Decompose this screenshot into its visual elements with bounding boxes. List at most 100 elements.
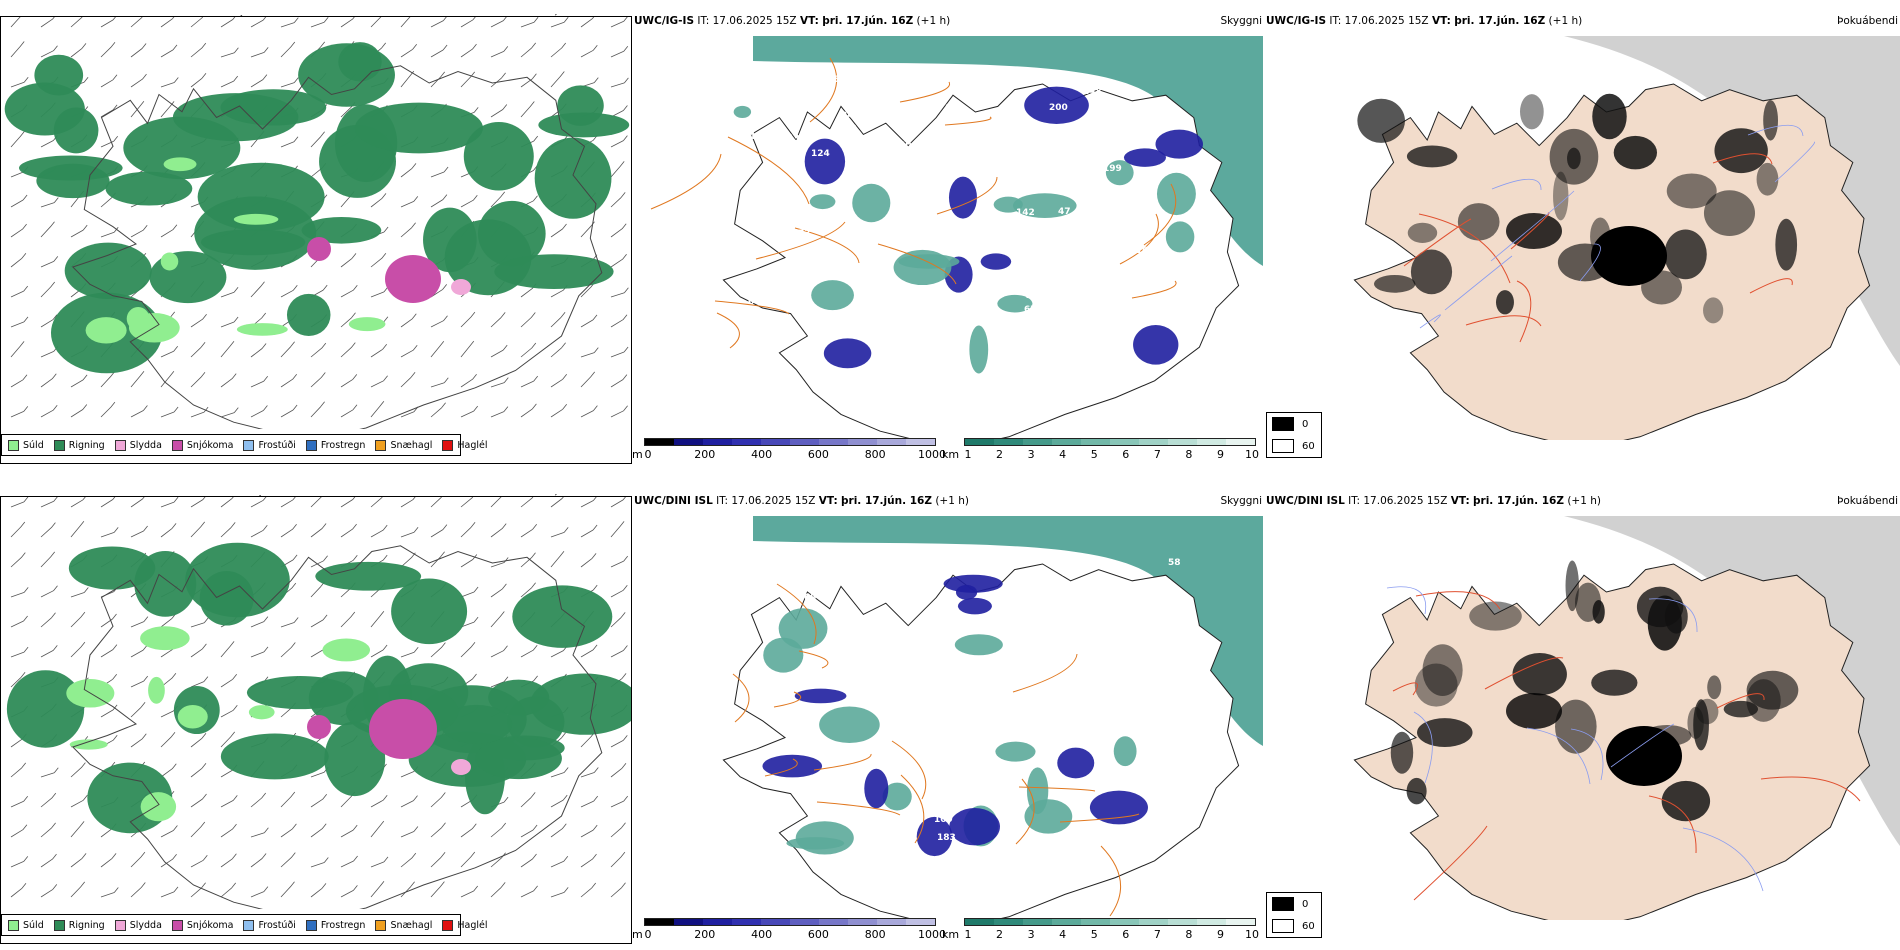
scale-swatch — [1052, 919, 1081, 925]
fog-areas — [1357, 93, 1798, 324]
legend-swatch — [114, 919, 126, 931]
scale-tick-label: 0 — [644, 448, 652, 461]
fog-areas — [1390, 560, 1799, 822]
fog-legend-item: 0 — [1267, 413, 1321, 435]
ceiling-label: 51 — [833, 75, 846, 85]
ceiling-areas — [762, 574, 1148, 857]
precip-legend-item: Frostregn — [305, 919, 365, 931]
precip-legend-item: Haglél — [442, 919, 488, 931]
cloud-panel-top: UWC/IG-IS IT: 17.06.2025 15Z VT: þri. 17… — [632, 14, 1264, 464]
ceiling-label: 231 — [755, 90, 774, 100]
scale-swatch — [1197, 919, 1226, 925]
scale-swatch — [1139, 919, 1168, 925]
ceiling-label: 78 — [1083, 619, 1096, 629]
scale-swatch — [732, 919, 761, 925]
scale-tick-label: 10 — [1245, 448, 1259, 461]
ceiling-label: 48 — [1150, 729, 1163, 739]
legend-swatch — [8, 439, 19, 451]
ceiling-label: 58 — [760, 809, 773, 819]
legend-label: Haglél — [457, 439, 488, 451]
legend-swatch — [442, 919, 454, 931]
scale-unit: km — [942, 448, 960, 461]
scale-tick-label: 2 — [996, 448, 1004, 461]
fog-panel-top: UWC/IG-IS IT: 17.06.2025 15Z VT: þri. 17… — [1264, 14, 1900, 464]
precip-legend-item: Súld — [8, 439, 44, 451]
ceiling-label: 102 — [1136, 246, 1155, 256]
scale-swatch — [1110, 439, 1139, 445]
scale-swatch — [1168, 919, 1197, 925]
visibility-scale: km 1 2 3 4 5 6 7 8 9 10 — [942, 917, 1262, 943]
ceiling-labels: 148 154 66 109 200 183 37 289 192 83 61 52 34 34 69 190… — [729, 549, 1181, 843]
scale-swatch — [1226, 919, 1255, 925]
ceiling-label: 154 — [830, 808, 849, 818]
rivers — [1419, 124, 1815, 329]
legend-label: 60 — [1302, 920, 1315, 932]
scale-swatch — [674, 919, 703, 925]
scale-tick-label: 9 — [1216, 928, 1224, 941]
precip-panel-bottom: UWC/DINI ISL IT: 17.06.2025 15Z VT: þri.… — [0, 494, 632, 944]
legend-label: Súld — [23, 439, 44, 451]
scale-tick-label: 6 — [1122, 448, 1130, 461]
ceiling-label: 56 — [1094, 613, 1107, 623]
scale-tick-label: 1 — [964, 928, 972, 941]
ceiling-label: 34 — [841, 111, 854, 121]
scale-swatch — [965, 919, 994, 925]
legend-swatch — [243, 919, 255, 931]
fog-map — [1264, 36, 1900, 440]
ceiling-label: 68 — [850, 176, 863, 186]
precip-legend-item: Slydda — [114, 439, 162, 451]
scale-tick-label: 3 — [1027, 928, 1035, 941]
precip-legend-item: Frostúði — [243, 919, 296, 931]
precip-map — [1, 17, 631, 429]
scale-tick-label: 1000 — [918, 448, 946, 461]
scale-tick-label: 400 — [751, 448, 773, 461]
scale-swatch — [732, 439, 761, 445]
scale-tick-label: 800 — [864, 448, 886, 461]
legend-swatch — [8, 919, 19, 931]
ceiling-label: 66 — [917, 168, 930, 178]
panel-title: UWC/IG-IS IT: 17.06.2025 15Z VT: þri. 17… — [634, 15, 951, 27]
legend-swatch — [53, 439, 65, 451]
ceiling-label: 200 — [729, 831, 748, 841]
scale-tick-label: 600 — [807, 928, 829, 941]
precip-legend: Súld Rigning Slydda Snjókoma Frostúði Frostre… — [1, 434, 488, 456]
scale-swatch — [645, 919, 674, 925]
scale-tick-label: 4 — [1059, 928, 1067, 941]
ceiling-label: 68 — [1006, 168, 1019, 178]
scale-tick-label: 1 — [964, 448, 972, 461]
scale-swatch — [1023, 439, 1052, 445]
ceiling-label: 66 — [1073, 715, 1086, 725]
legend-label: Slydda — [129, 919, 162, 931]
cloud-map: 248 142 198 213 199 67 94 102 170 57 72 40 28 78 231 20… — [633, 36, 1263, 440]
legend-label: Rigning — [68, 919, 105, 931]
legend-label: 60 — [1302, 440, 1315, 452]
ceiling-label: 170 — [889, 236, 908, 246]
ceiling-label: 37 — [1083, 642, 1096, 652]
ceiling-label: 124 — [811, 149, 830, 159]
legend-swatch — [171, 919, 183, 931]
legend-label: Snæhagl — [390, 439, 433, 451]
scale-tick-label: 400 — [751, 928, 773, 941]
ceiling-label: 60 — [793, 287, 806, 297]
sea-low-visibility — [753, 516, 1263, 746]
panel-title: UWC/DINI ISL IT: 17.06.2025 15Z VT: þri.… — [634, 495, 969, 507]
scale-bar — [964, 918, 1256, 926]
ceiling-label: 217 — [932, 799, 951, 809]
ceiling-label: 39 — [875, 549, 888, 559]
ceiling-label: 78 — [739, 306, 752, 316]
ceiling-label: 58 — [1168, 558, 1181, 568]
fog-map — [1264, 516, 1900, 920]
precip-panel-top: UWC/IG-IS IT: 17.06.2025 15Z VT: þri. 17… — [0, 14, 632, 464]
ceiling-label: 192 — [897, 595, 916, 605]
ceiling-label: 73 — [798, 229, 811, 239]
legend-label: 0 — [1302, 898, 1309, 910]
legend-swatch — [171, 439, 183, 451]
fog-legend: 0 60 — [1266, 892, 1322, 938]
legend-swatch — [1272, 417, 1294, 431]
ceiling-label: 89 — [884, 278, 897, 288]
ceiling-label: 42 — [1153, 626, 1166, 636]
cloud-map: 148 154 66 109 200 183 37 289 192 83 61 52 34 34 69 190… — [633, 516, 1263, 920]
ceiling-label: 52 — [1102, 676, 1115, 686]
scale-tick-label: 5 — [1090, 928, 1098, 941]
ceiling-label: 79 — [1025, 291, 1038, 301]
